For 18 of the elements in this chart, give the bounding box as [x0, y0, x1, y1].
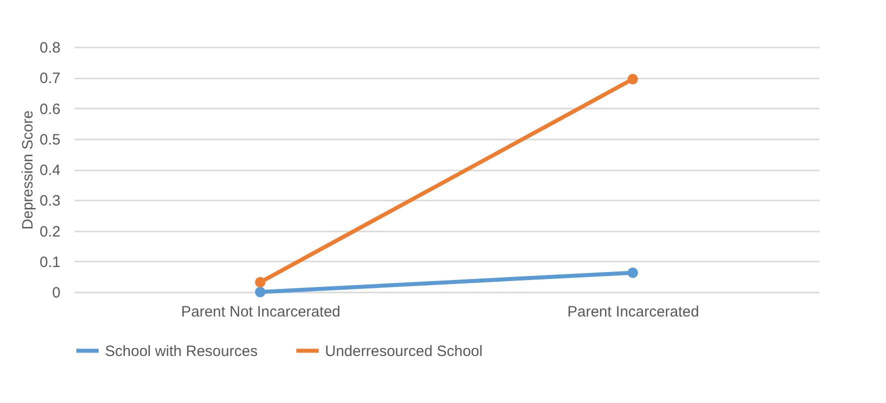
point — [628, 267, 638, 278]
legend-label: School with Resources — [105, 342, 258, 360]
y-tick-label: 0.7 — [40, 70, 60, 88]
y-tick-label: 0.4 — [40, 162, 60, 179]
y-axis-title: Depression Score — [20, 110, 37, 230]
y-tick-label: 0.3 — [40, 192, 60, 210]
y-tick-label: 0.1 — [40, 254, 60, 271]
x-tick-label: Parent Not Incarcerated — [181, 304, 340, 320]
point — [628, 74, 638, 84]
point — [255, 276, 266, 288]
y-tick-label: 0.6 — [40, 100, 60, 118]
point — [255, 286, 266, 298]
legend-label: Underresourced School — [325, 342, 483, 360]
x-tick-label: Parent Incarcerated — [567, 304, 700, 320]
y-tick-label: 0.5 — [40, 131, 60, 148]
y-tick-label: 0 — [52, 284, 60, 302]
y-tick-label: 0.8 — [40, 40, 60, 56]
y-tick-label: 0.2 — [40, 223, 60, 240]
